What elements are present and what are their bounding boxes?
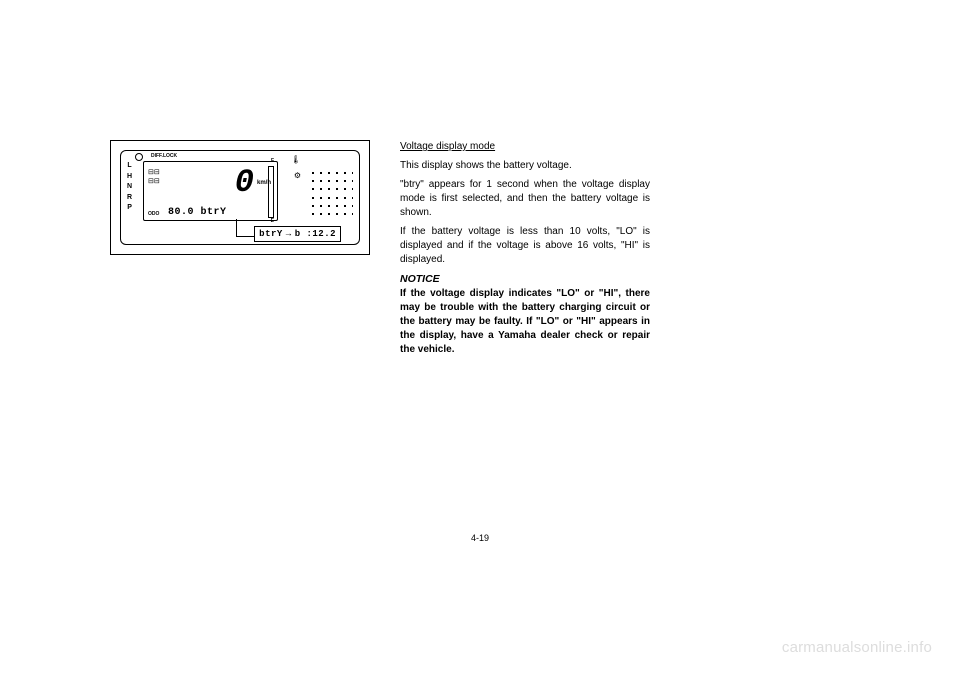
right-column: Voltage display mode This display shows … <box>400 140 650 362</box>
left-column: DIFF.LOCK L H N R P ⊟⊟ ⊟⊟ 0 <box>110 140 370 362</box>
callout-right: b :12.2 <box>295 229 336 239</box>
gear-r: R <box>127 193 132 204</box>
fuel-gauge-icon <box>268 166 274 218</box>
section-heading: Voltage display mode <box>400 140 650 154</box>
drive-icon-2: ⊟⊟ <box>148 177 160 186</box>
difflock-label: DIFF.LOCK <box>151 153 177 159</box>
page-number: 4-19 <box>0 533 960 543</box>
watermark: carmanualsonline.info <box>782 639 932 656</box>
gear-n: N <box>127 182 132 193</box>
instrument-diagram: DIFF.LOCK L H N R P ⊟⊟ ⊟⊟ 0 <box>110 140 370 255</box>
speed-value: 0 <box>235 164 251 201</box>
engine-icon: ⚙ <box>294 171 301 180</box>
paragraph-2: "btry" appears for 1 second when the vol… <box>400 178 650 220</box>
paragraph-3: If the battery voltage is less than 10 v… <box>400 225 650 267</box>
indicator-lamp-icon <box>135 153 143 161</box>
odo-reading: 80.0 btrY <box>168 207 227 218</box>
fuel-empty-label: E <box>271 218 274 224</box>
fuel-full-label: F <box>271 158 274 164</box>
gear-h: H <box>127 172 132 183</box>
drive-icon-1: ⊟⊟ <box>148 168 160 177</box>
arrow-right-icon: → <box>286 229 292 239</box>
manual-page: DIFF.LOCK L H N R P ⊟⊟ ⊟⊟ 0 <box>0 0 960 678</box>
notice-label: NOTICE <box>400 272 650 287</box>
speaker-grille-icon <box>309 169 353 219</box>
callout-box: btrY → b :12.2 <box>254 226 341 242</box>
callout-left: btrY <box>259 229 283 239</box>
odo-label: ODO <box>148 211 159 217</box>
lcd-screen: ⊟⊟ ⊟⊟ 0 km/h F E ODO 80.0 btrY <box>143 161 278 221</box>
two-column-layout: DIFF.LOCK L H N R P ⊟⊟ ⊟⊟ 0 <box>110 140 850 362</box>
notice-body: If the voltage display indicates "LO" or… <box>400 287 650 357</box>
temperature-icon: 🌡 <box>291 155 301 164</box>
gear-p: P <box>127 203 132 214</box>
gear-indicator-column: L H N R P <box>127 161 132 214</box>
gear-l: L <box>127 161 132 172</box>
paragraph-1: This display shows the battery voltage. <box>400 159 650 173</box>
drive-mode-icons: ⊟⊟ ⊟⊟ <box>148 168 160 186</box>
instrument-cluster: DIFF.LOCK L H N R P ⊟⊟ ⊟⊟ 0 <box>120 150 360 245</box>
